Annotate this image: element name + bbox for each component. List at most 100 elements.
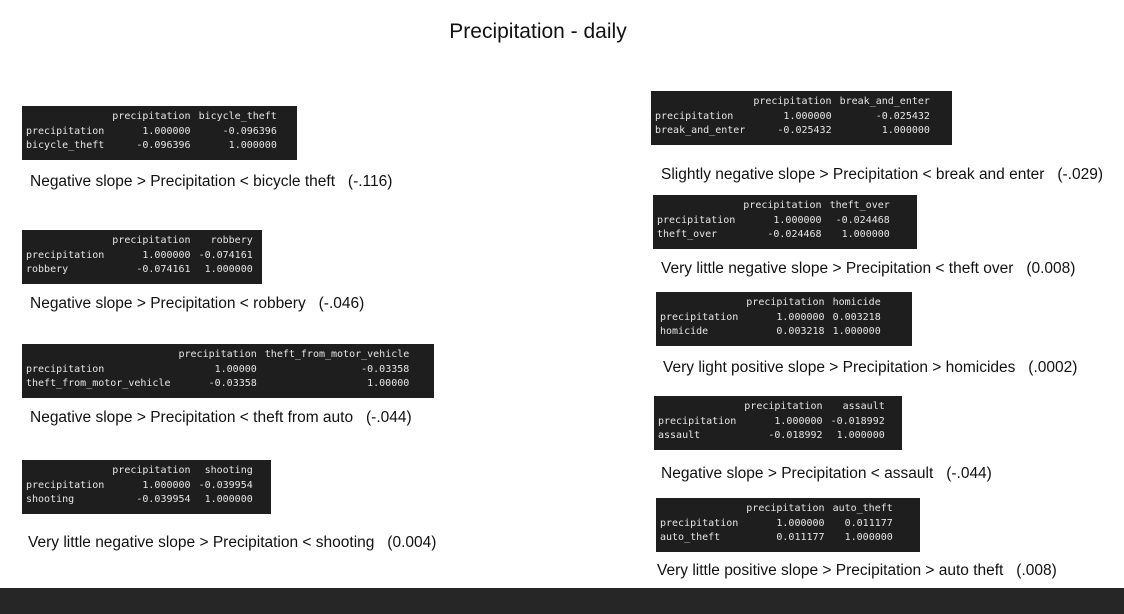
row-label: precipitation — [658, 415, 737, 427]
correlation-table: precipitation shooting precipitation 1.0000… — [26, 464, 253, 508]
correlation-value: 1.000000 — [881, 125, 930, 136]
correlation-value: 1.000000 — [204, 494, 253, 505]
slope-caption: Negative slope > Precipitation < robbery… — [30, 295, 365, 312]
column-header: precipitation — [112, 235, 191, 246]
row-label: precipitation — [660, 311, 739, 323]
correlation-value: 1.000000 — [228, 140, 277, 151]
table-row: assault -0.018992 1.000000 — [658, 429, 885, 444]
column-header: break_and_enter — [839, 96, 930, 107]
correlation-table: precipitation auto_theft precipitation 1.00… — [660, 502, 893, 546]
header-corner — [655, 95, 745, 110]
column-header: homicide — [832, 297, 881, 308]
row-label: precipitation — [655, 110, 734, 122]
correlation-matrix: precipitation assault precipitation 1.00000… — [654, 396, 902, 450]
table-header-row: precipitation assault — [658, 400, 885, 415]
column-header: precipitation — [744, 401, 823, 412]
correlation-table: precipitation robbery precipitation 1.00000… — [26, 234, 253, 278]
correlation-matrix: precipitation theft_over precipitation 1.00… — [653, 195, 917, 249]
column-header: theft_from_motor_vehicle — [264, 349, 410, 360]
correlation-value: 1.000000 — [774, 415, 823, 427]
header-corner — [660, 502, 738, 517]
correlation-matrix: precipitation break_and_enter precipitatio… — [651, 91, 952, 145]
column-header: shooting — [204, 465, 253, 476]
column-header: theft_over — [829, 200, 890, 211]
table-row: homicide 0.003218 1.000000 — [660, 325, 881, 340]
slope-caption: Negative slope > Precipitation < bicycle… — [30, 173, 393, 190]
correlation-value: 1.00000 — [367, 378, 410, 389]
slope-caption: Negative slope > Precipitation < assault… — [661, 465, 992, 482]
row-label: shooting — [26, 494, 75, 505]
correlation-matrix: precipitation bicycle_theft precipitation 1… — [22, 106, 297, 160]
table-row: precipitation 1.000000 -0.039954 — [26, 479, 253, 494]
header-corner — [658, 400, 736, 415]
correlation-table: precipitation break_and_enter precipitatio… — [655, 95, 930, 139]
correlation-matrix: precipitation auto_theft precipitation 1.00… — [656, 498, 920, 552]
row-label: bicycle_theft — [26, 140, 105, 151]
table-row: theft_from_motor_vehicle -0.03358 1.00000 — [26, 377, 409, 392]
row-label: precipitation — [26, 125, 105, 137]
correlation-value: -0.03358 — [361, 363, 410, 375]
column-header: precipitation — [746, 503, 825, 514]
header-corner — [26, 464, 104, 479]
column-header: precipitation — [112, 111, 191, 122]
correlation-value: 1.000000 — [832, 326, 881, 337]
table-header-row: precipitation homicide — [660, 296, 881, 311]
header-corner — [660, 296, 738, 311]
correlation-value: 1.000000 — [204, 264, 253, 275]
correlation-matrix: precipitation shooting precipitation 1.0000… — [22, 460, 271, 514]
correlation-value: -0.096396 — [136, 140, 191, 151]
table-header-row: precipitation theft_from_motor_vehicle — [26, 348, 410, 363]
row-label: precipitation — [26, 249, 105, 261]
slope-caption: Negative slope > Precipitation < theft f… — [30, 409, 412, 426]
footer-bar — [0, 588, 1124, 614]
table-row: robbery -0.074161 1.000000 — [26, 263, 253, 278]
table-row: precipitation 1.000000 -0.025432 — [655, 110, 930, 125]
correlation-matrix: precipitation homicide precipitation 1.0000… — [656, 292, 912, 346]
correlation-value: 1.000000 — [841, 229, 890, 240]
row-label: precipitation — [26, 363, 105, 375]
correlation-value: -0.096396 — [222, 125, 277, 137]
column-header: bicycle_theft — [198, 111, 277, 122]
correlation-value: -0.018992 — [768, 430, 823, 441]
column-header: precipitation — [753, 96, 832, 107]
correlation-table: precipitation theft_from_motor_vehicle pre… — [26, 348, 409, 392]
correlation-value: -0.039954 — [136, 494, 191, 505]
correlation-value: -0.074161 — [198, 249, 253, 261]
correlation-value: -0.025432 — [777, 125, 832, 136]
column-header: precipitation — [743, 200, 822, 211]
correlation-value: 0.011177 — [776, 532, 825, 543]
correlation-value: 1.000000 — [836, 430, 885, 441]
correlation-value: 0.003218 — [776, 326, 825, 337]
column-header: auto_theft — [832, 503, 893, 514]
correlation-value: 1.000000 — [844, 532, 893, 543]
correlation-table: precipitation assault precipitation 1.00000… — [658, 400, 885, 444]
row-label: auto_theft — [660, 532, 721, 543]
correlation-value: -0.025432 — [875, 110, 930, 122]
correlation-matrix: precipitation theft_from_motor_vehicle pre… — [22, 344, 434, 398]
column-header: assault — [842, 401, 885, 412]
row-label: precipitation — [660, 517, 739, 529]
row-label: precipitation — [657, 214, 736, 226]
slope-caption: Slightly negative slope > Precipitation … — [661, 166, 1104, 183]
correlation-value: 0.011177 — [844, 517, 893, 529]
correlation-value: 1.000000 — [142, 479, 191, 491]
correlation-value: 1.000000 — [773, 214, 822, 226]
table-row: shooting -0.039954 1.000000 — [26, 493, 253, 508]
row-label: theft_from_motor_vehicle — [26, 378, 171, 389]
header-corner — [26, 348, 171, 363]
table-header-row: precipitation bicycle_theft — [26, 110, 277, 125]
table-header-row: precipitation shooting — [26, 464, 253, 479]
table-row: precipitation 1.000000 -0.096396 — [26, 125, 277, 140]
row-label: robbery — [26, 264, 69, 275]
table-header-row: precipitation theft_over — [657, 199, 890, 214]
column-header: precipitation — [746, 297, 825, 308]
correlation-value: -0.03358 — [208, 378, 257, 389]
table-row: break_and_enter -0.025432 1.000000 — [655, 124, 930, 139]
correlation-table: precipitation bicycle_theft precipitation 1… — [26, 110, 277, 154]
row-label: theft_over — [657, 229, 718, 240]
row-label: homicide — [660, 326, 709, 337]
correlation-table: precipitation theft_over precipitation 1.00… — [657, 199, 890, 243]
table-row: precipitation 1.000000 0.003218 — [660, 311, 881, 326]
row-label: precipitation — [26, 479, 105, 491]
column-header: precipitation — [112, 465, 191, 476]
